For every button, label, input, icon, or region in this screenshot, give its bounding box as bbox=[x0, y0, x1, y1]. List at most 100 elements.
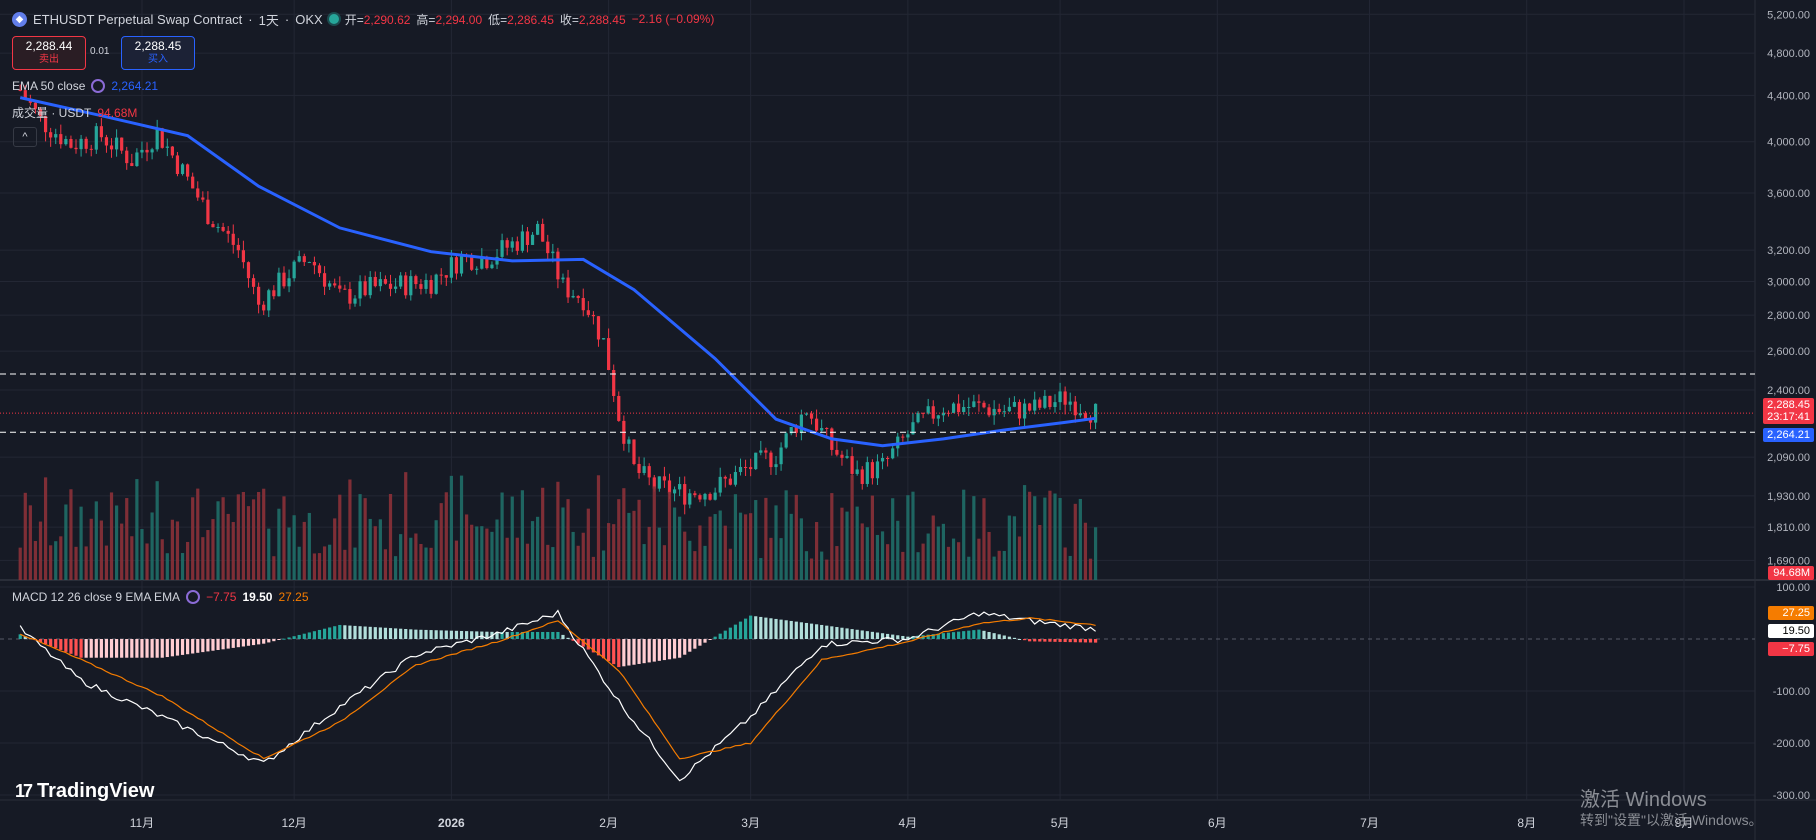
indicator-settings-icon[interactable] bbox=[186, 590, 201, 604]
candle-body bbox=[870, 462, 874, 479]
macd-hist-bar bbox=[165, 639, 169, 658]
indicator-settings-icon[interactable] bbox=[91, 79, 106, 93]
candle-body bbox=[262, 304, 266, 311]
candle-body bbox=[977, 401, 981, 403]
macd-hist-bar bbox=[530, 631, 535, 639]
volume-bar bbox=[99, 520, 103, 580]
candle-body bbox=[784, 433, 788, 448]
macd-hist-bar bbox=[251, 639, 256, 646]
volume-bar bbox=[657, 527, 661, 580]
candle-body bbox=[333, 283, 337, 286]
candle-body bbox=[69, 138, 73, 148]
macd-hist-bar bbox=[617, 639, 621, 668]
volume-bar bbox=[383, 549, 388, 580]
macd-hist-tag: −7.75 bbox=[1768, 642, 1814, 656]
volume-bar bbox=[404, 472, 408, 580]
volume-bar bbox=[338, 494, 342, 580]
volume-bar bbox=[343, 549, 347, 580]
volume-bar bbox=[941, 523, 946, 580]
windows-watermark: 激活 Windows bbox=[1580, 789, 1707, 811]
volume-bar bbox=[789, 513, 793, 580]
volume-bar bbox=[977, 538, 981, 580]
candle-body bbox=[591, 314, 596, 317]
tradingview-logo[interactable]: 17 TradingView bbox=[15, 780, 154, 803]
market-status-icon bbox=[328, 14, 339, 24]
macd-hist-bar bbox=[64, 639, 68, 652]
candle-body bbox=[652, 477, 656, 489]
volume-bar bbox=[170, 519, 174, 580]
volume-bar bbox=[1048, 490, 1052, 580]
volume-bar bbox=[125, 498, 129, 580]
volume-bar bbox=[393, 556, 398, 580]
macd-hist-bar bbox=[262, 639, 266, 644]
macd-hist-bar bbox=[399, 628, 403, 639]
candle-series bbox=[18, 84, 1098, 515]
macd-hist-bar bbox=[459, 630, 464, 639]
open-value: 2,290.62 bbox=[363, 12, 411, 27]
buy-button[interactable]: 2,288.45 买入 bbox=[121, 36, 195, 70]
candle-body bbox=[490, 264, 494, 269]
sell-button[interactable]: 2,288.44 卖出 bbox=[12, 36, 86, 70]
macd-hist-bar bbox=[282, 638, 286, 640]
volume-bar bbox=[505, 537, 509, 580]
volume-bar bbox=[500, 492, 504, 580]
macd-hist-bar bbox=[667, 639, 672, 660]
candle-body bbox=[135, 152, 139, 167]
macd-hist-bar bbox=[951, 632, 956, 639]
candle-body bbox=[54, 134, 58, 138]
macd-hist-bar bbox=[1017, 639, 1022, 640]
volume-legend[interactable]: 成交量 · USDT 94.68M bbox=[12, 104, 137, 121]
macd-hist-bar bbox=[1043, 639, 1047, 642]
candle-body bbox=[277, 272, 281, 297]
candle-body bbox=[170, 146, 174, 156]
volume-bar bbox=[804, 551, 809, 580]
macd-hist-bar bbox=[962, 631, 966, 639]
y-tick-label: 4,800.00 bbox=[1767, 48, 1810, 60]
candle-body bbox=[500, 240, 504, 257]
volume-bar bbox=[1073, 503, 1077, 580]
volume-bar bbox=[520, 490, 524, 580]
candle-body bbox=[607, 338, 611, 370]
tradingview-icon: 17 bbox=[15, 781, 33, 801]
volume-bar bbox=[845, 511, 849, 580]
volume-bar bbox=[992, 556, 996, 580]
candle-body bbox=[774, 464, 778, 468]
interval[interactable]: 1天 bbox=[258, 12, 279, 28]
macd-hist-bar bbox=[449, 630, 453, 639]
candle-body bbox=[1043, 395, 1047, 408]
macd-hist-bar bbox=[368, 626, 372, 639]
macd-hist-bar bbox=[38, 639, 43, 643]
macd-hist-bar bbox=[886, 633, 890, 639]
sell-label: 卖出 bbox=[39, 54, 59, 65]
collapse-legend-button[interactable]: ^ bbox=[13, 127, 37, 147]
ema-legend[interactable]: EMA 50 close 2,264.21 bbox=[12, 79, 158, 93]
macd-hist-bar bbox=[485, 631, 489, 639]
volume-bar bbox=[637, 499, 641, 580]
volume-bar bbox=[287, 527, 291, 580]
x-tick-label: 6月 bbox=[1208, 816, 1227, 830]
volume-bar bbox=[1058, 497, 1062, 580]
volume-bar bbox=[515, 537, 519, 580]
macd-hist-bar bbox=[738, 621, 743, 639]
macd-hist-bar bbox=[297, 634, 301, 639]
volume-bar bbox=[485, 528, 489, 580]
candle-body bbox=[226, 230, 230, 234]
volume-bar bbox=[896, 520, 900, 580]
candle-body bbox=[992, 408, 996, 416]
macd-hist-bar bbox=[561, 634, 565, 639]
candle-body bbox=[459, 254, 464, 274]
macd-hist-bar bbox=[764, 617, 768, 639]
x-tick-label: 3月 bbox=[741, 816, 760, 830]
macd-legend[interactable]: MACD 12 26 close 9 EMA EMA −7.75 19.50 2… bbox=[12, 590, 309, 604]
volume-bar bbox=[317, 553, 322, 580]
macd-hist-bar bbox=[1028, 639, 1032, 642]
symbol-name[interactable]: ETHUSDT Perpetual Swap Contract bbox=[33, 11, 243, 27]
candle-body bbox=[972, 401, 976, 407]
candle-body bbox=[201, 197, 205, 200]
ohlc-low: 低=2,286.45 bbox=[488, 11, 554, 28]
macd-hist-bar bbox=[454, 630, 459, 639]
macd-hist-bar bbox=[830, 626, 834, 639]
macd-hist-bar bbox=[997, 634, 1001, 639]
buy-price: 2,288.45 bbox=[134, 39, 182, 53]
